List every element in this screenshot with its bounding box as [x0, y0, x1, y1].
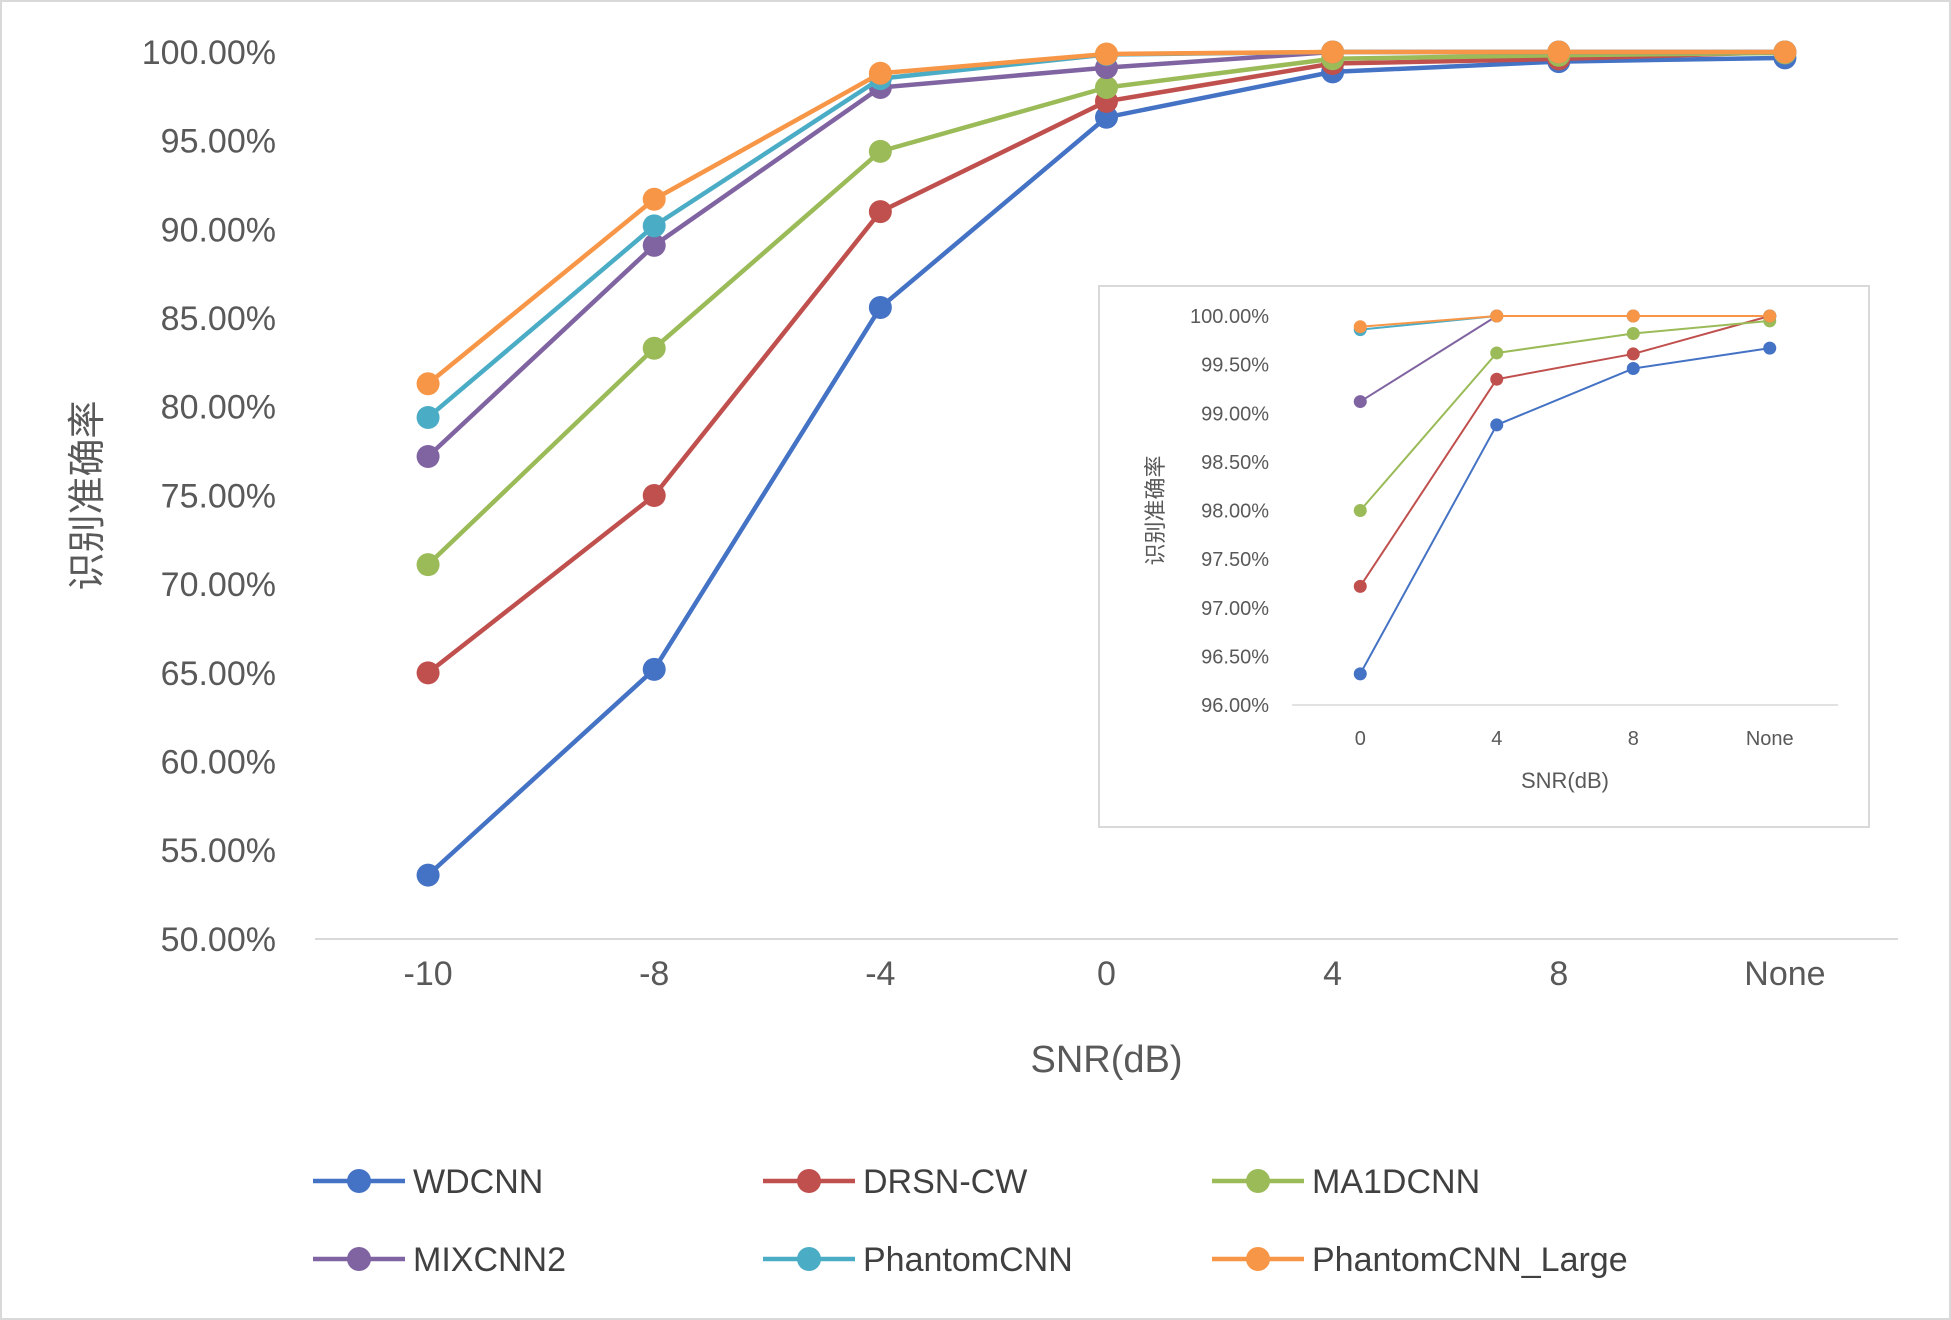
- main-data-point: [642, 187, 666, 211]
- main-data-point: [416, 405, 440, 429]
- inset-data-point: [1353, 667, 1367, 681]
- inset-data-point: [1763, 341, 1777, 355]
- inset-y-tick-label: 96.50%: [1201, 646, 1269, 668]
- main-plot-group: 50.00% 55.00% 60.00% 65.00% 70.00% 75.00% 80.0…: [67, 34, 1898, 1081]
- legend-swatch-marker: [797, 1169, 821, 1193]
- inset-y-tick-label: 99.00%: [1201, 403, 1269, 425]
- legend-label: MIXCNN2: [413, 1241, 566, 1279]
- inset-y-tick-label: 97.00%: [1201, 598, 1269, 620]
- inset-data-point: [1353, 504, 1367, 517]
- main-data-point: [416, 553, 440, 577]
- main-data-point: [416, 372, 440, 396]
- inset-y-tick-label: 96.00%: [1201, 695, 1269, 717]
- legend-label: PhantomCNN_Large: [1312, 1241, 1628, 1279]
- inset-data-point: [1763, 309, 1777, 323]
- inset-series-line-5: [1359, 315, 1771, 328]
- main-x-tick-label: 0: [1097, 955, 1116, 993]
- main-y-tick-label: 65.00%: [161, 655, 276, 693]
- inset-x-axis-title: SNR(dB): [1521, 768, 1609, 793]
- inset-series-line-2: [1359, 319, 1771, 512]
- inset-chart-frame: [1098, 285, 1870, 828]
- inset-y-tick-label: 100.00%: [1190, 306, 1269, 328]
- inset-y-tick-label: 97.50%: [1201, 549, 1269, 571]
- legend-swatch-marker: [347, 1169, 371, 1193]
- inset-series-line-1: [1359, 315, 1771, 588]
- legend: WDCNN DRSN-CW MA1DCNN MIXCNN2 PhantomCNN Phan…: [313, 1163, 1628, 1279]
- legend-swatch-marker: [797, 1247, 821, 1271]
- inset-data-point: [1626, 347, 1640, 361]
- main-data-point: [1095, 105, 1118, 129]
- inset-data-point: [1626, 327, 1640, 341]
- legend-label: MA1DCNN: [1312, 1163, 1480, 1201]
- inset-y-axis-title: 识别准确率: [1143, 455, 1168, 565]
- main-data-point: [416, 661, 440, 685]
- main-data-point: [868, 200, 892, 224]
- main-y-tick-label: 75.00%: [161, 477, 276, 515]
- main-y-tick-label: 70.00%: [161, 566, 276, 604]
- main-x-tick-label: -8: [639, 955, 669, 993]
- main-data-point: [1547, 40, 1571, 64]
- main-data-point: [642, 657, 666, 681]
- inset-y-tick-label: 98.50%: [1201, 452, 1269, 474]
- main-y-tick-label: 50.00%: [161, 921, 276, 959]
- main-data-point: [642, 336, 666, 360]
- main-data-point: [1095, 75, 1118, 99]
- main-x-axis-title: SNR(dB): [1030, 1039, 1182, 1081]
- main-data-point: [868, 295, 892, 319]
- main-y-tick-label: 95.00%: [161, 123, 276, 161]
- inset-data-point: [1490, 346, 1504, 360]
- inset-data-point: [1490, 372, 1504, 386]
- main-y-axis-title: 识别准确率: [67, 400, 109, 590]
- main-data-point: [416, 444, 440, 468]
- inset-data-point: [1490, 309, 1504, 323]
- main-y-tick-label: 90.00%: [161, 211, 276, 249]
- legend-swatch-marker: [1246, 1169, 1270, 1193]
- main-data-point: [642, 484, 666, 507]
- legend-swatch-marker: [347, 1247, 371, 1271]
- main-data-point: [1321, 40, 1345, 64]
- inset-y-tick-label: 99.50%: [1201, 355, 1269, 377]
- legend-label: DRSN-CW: [863, 1163, 1027, 1201]
- inset-x-tick-label: None: [1746, 728, 1794, 750]
- main-x-tick-label: -10: [404, 955, 453, 993]
- inset-y-tick-label: 98.00%: [1201, 501, 1269, 523]
- inset-data-point: [1353, 579, 1367, 593]
- legend-label: PhantomCNN: [863, 1241, 1073, 1279]
- inset-data-point: [1626, 309, 1640, 323]
- inset-x-tick-label: 8: [1628, 728, 1639, 750]
- main-data-point: [416, 863, 440, 887]
- inset-x-tick-label: 0: [1355, 728, 1366, 750]
- main-data-point: [1773, 40, 1797, 64]
- main-y-tick-label: 85.00%: [161, 300, 276, 338]
- inset-plot-group: 96.00% 96.50% 97.00% 97.50% 98.00% 98.50% 99.0…: [1143, 306, 1838, 793]
- main-x-tick-label: -4: [865, 955, 895, 993]
- legend-label: WDCNN: [413, 1163, 543, 1201]
- legend-swatch-marker: [1246, 1247, 1270, 1271]
- main-data-point: [642, 214, 666, 238]
- inset-series-line-0: [1359, 347, 1771, 675]
- main-data-point: [868, 61, 892, 85]
- main-y-tick-label: 100.00%: [142, 34, 276, 72]
- main-x-tick-label: 4: [1323, 955, 1342, 993]
- inset-data-point: [1353, 320, 1367, 334]
- main-y-tick-label: 60.00%: [161, 744, 276, 782]
- inset-data-point: [1626, 362, 1640, 376]
- main-data-point: [868, 139, 892, 163]
- main-data-point: [642, 233, 666, 257]
- main-data-point: [1095, 42, 1118, 66]
- main-x-tick-label: None: [1744, 955, 1825, 993]
- main-x-tick-label: 8: [1549, 955, 1568, 993]
- inset-x-tick-label: 4: [1491, 728, 1502, 750]
- inset-data-point: [1353, 395, 1367, 409]
- main-y-tick-label: 55.00%: [161, 832, 276, 870]
- main-y-tick-label: 80.00%: [161, 389, 276, 427]
- inset-data-point: [1490, 418, 1504, 432]
